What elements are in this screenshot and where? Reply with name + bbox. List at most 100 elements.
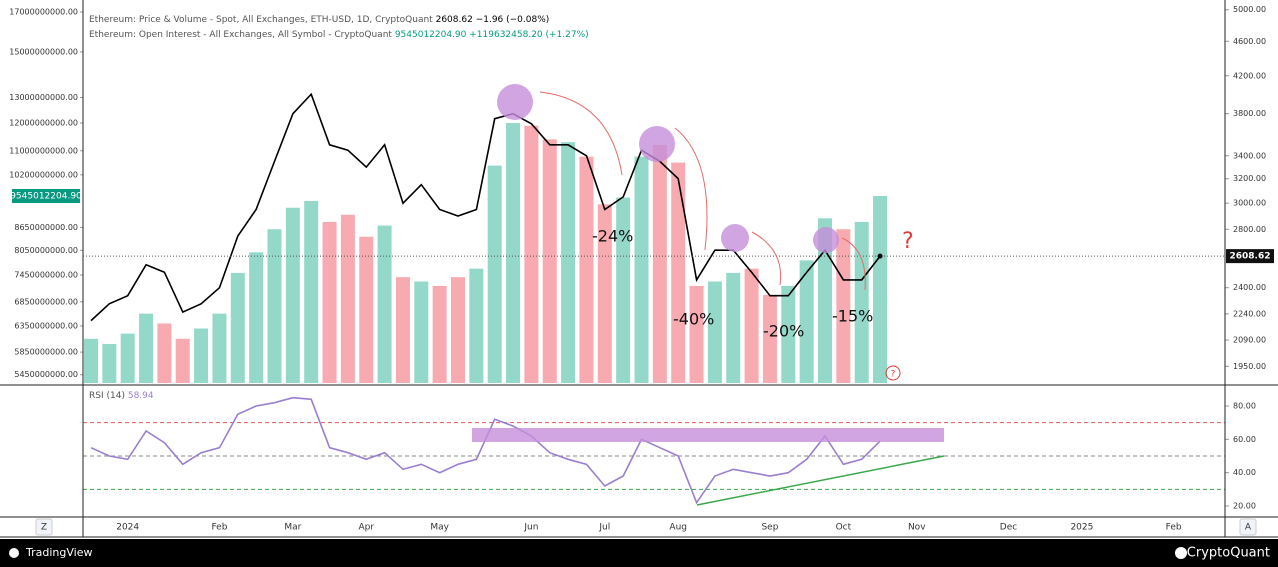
legend-name: Ethereum: Open Interest - All Exchanges,…: [89, 30, 392, 40]
y2-tick-label: 3000.00: [1233, 199, 1266, 208]
annotation-layer: -24% -40% -20% -15% ? ?: [472, 84, 945, 506]
oi-bar: [267, 229, 282, 383]
auto-button[interactable]: [1239, 518, 1257, 536]
y2-tick-label: 3800.00: [1233, 109, 1266, 118]
legend-row: Ethereum: Price & Volume - Spot, All Exc…: [89, 15, 549, 25]
x-tick-label: 2025: [1070, 523, 1093, 533]
x-tick-label: Jun: [523, 523, 538, 533]
x-tick-label: Mar: [284, 523, 301, 533]
y-tick-label: 17000000000.00: [9, 7, 78, 16]
y-tick-label: 7450000000.00: [14, 271, 78, 280]
legend-value: 9545012204.90: [395, 30, 467, 40]
y-tick-label: 40.00: [1233, 468, 1256, 477]
annotation: -40%: [673, 310, 714, 329]
x-tick-label: Jul: [598, 523, 610, 533]
legend-value: 2608.62: [436, 15, 473, 25]
x-tick-label: Dec: [1000, 523, 1017, 533]
oi-bar: [322, 221, 337, 383]
y-tick-label: 8050000000.00: [14, 246, 78, 255]
oi-bar: [157, 323, 172, 383]
y2-tick-label: 2090.00: [1233, 336, 1266, 345]
x-tick-label: Feb: [1166, 523, 1182, 533]
price-tag: [1226, 249, 1274, 264]
oi-bar: [451, 277, 465, 383]
y-tick-label: 11000000000.00: [9, 146, 78, 155]
drop-arc: [841, 237, 866, 291]
oi-bar: [781, 285, 796, 383]
oi-bar: [726, 272, 741, 383]
oi-tag-label: 9545012204.90: [10, 192, 82, 202]
x-tick-label: May: [430, 523, 449, 533]
y-tick-label: 60.00: [1233, 435, 1256, 444]
y-tick-label: 6850000000.00: [14, 297, 78, 306]
y-tick-label: 10200000000.00: [9, 170, 78, 179]
oi-bar: [139, 313, 154, 383]
oi-bar: [304, 200, 319, 383]
reset-button[interactable]: [35, 518, 53, 536]
oi-bar: [359, 236, 374, 383]
oi-bar: [597, 204, 612, 383]
oi-bar: [395, 277, 410, 383]
price-tag-label: 2608.62: [1230, 252, 1271, 262]
y2-tick-label: 1950.00: [1233, 362, 1266, 371]
drop-arc: [539, 91, 623, 176]
peak-circle: [639, 126, 675, 162]
oi-bar: [469, 268, 484, 383]
y-tick-label: 6350000000.00: [14, 321, 78, 330]
y-tick-label: 80.00: [1233, 402, 1256, 411]
oi-bar: [707, 281, 722, 383]
y-tick-label: 12000000000.00: [9, 119, 78, 128]
rsi-zone: [472, 428, 944, 442]
rsi-trendline: [696, 455, 945, 506]
oi-bar: [836, 229, 851, 383]
reset-label[interactable]: Z: [41, 523, 47, 533]
legend-row: RSI (14) 58.94: [89, 391, 154, 401]
oi-bar: [285, 207, 300, 383]
y2-tick-label: 4600.00: [1233, 37, 1266, 46]
oi-bar: [120, 333, 135, 383]
oi-bar: [854, 221, 869, 383]
brand-icon: [9, 548, 19, 558]
oi-bar: [377, 225, 392, 383]
y2-tick-label: 2240.00: [1233, 309, 1266, 318]
legend-change: +119632458.20 (+1.27%): [469, 30, 588, 40]
oi-bar: [762, 294, 777, 383]
brand-icon: [1175, 547, 1187, 559]
x-tick-label: Nov: [908, 523, 926, 533]
annotation: -20%: [763, 322, 804, 341]
y-tick-label: 5850000000.00: [14, 348, 78, 357]
oi-bar: [414, 281, 429, 383]
oi-bar: [249, 252, 264, 383]
oi-bar: [652, 145, 667, 383]
legend-row: Ethereum: Open Interest - All Exchanges,…: [89, 30, 589, 40]
oi-bar: [212, 313, 227, 383]
peak-circle: [497, 84, 533, 120]
oi-tag: [12, 189, 80, 204]
oi-bar: [561, 142, 576, 383]
y2-tick-label: 3400.00: [1233, 151, 1266, 160]
oi-bar: [579, 156, 594, 383]
x-tick-label: Sep: [761, 523, 778, 533]
oi-bar: [84, 338, 98, 383]
oi-bar: [340, 214, 355, 383]
y2-tick-label: 4200.00: [1233, 71, 1266, 80]
legend-value: 58.94: [128, 391, 154, 401]
oi-bar: [799, 260, 814, 383]
y2-tick-label: 5000.00: [1233, 5, 1266, 14]
oi-bar: [616, 197, 631, 383]
auto-label[interactable]: A: [1245, 523, 1252, 533]
plot-layer: 9545012204.90 2608.62 17000000000.00 150000…: [0, 0, 1278, 538]
legend-name: Ethereum: Price & Volume - Spot, All Exc…: [89, 15, 433, 25]
legend-name: RSI (14): [89, 391, 125, 401]
oi-bar: [432, 285, 447, 383]
drop-arc: [751, 231, 782, 286]
y2-tick-label: 2800.00: [1233, 225, 1266, 234]
brand-left: TradingView: [25, 546, 92, 559]
oi-bar: [671, 162, 686, 383]
oi-bar: [634, 156, 649, 383]
drop-arc: [674, 127, 708, 251]
legend-change: −1.96 (−0.08%): [476, 15, 550, 25]
footer-bar: [0, 539, 1278, 567]
